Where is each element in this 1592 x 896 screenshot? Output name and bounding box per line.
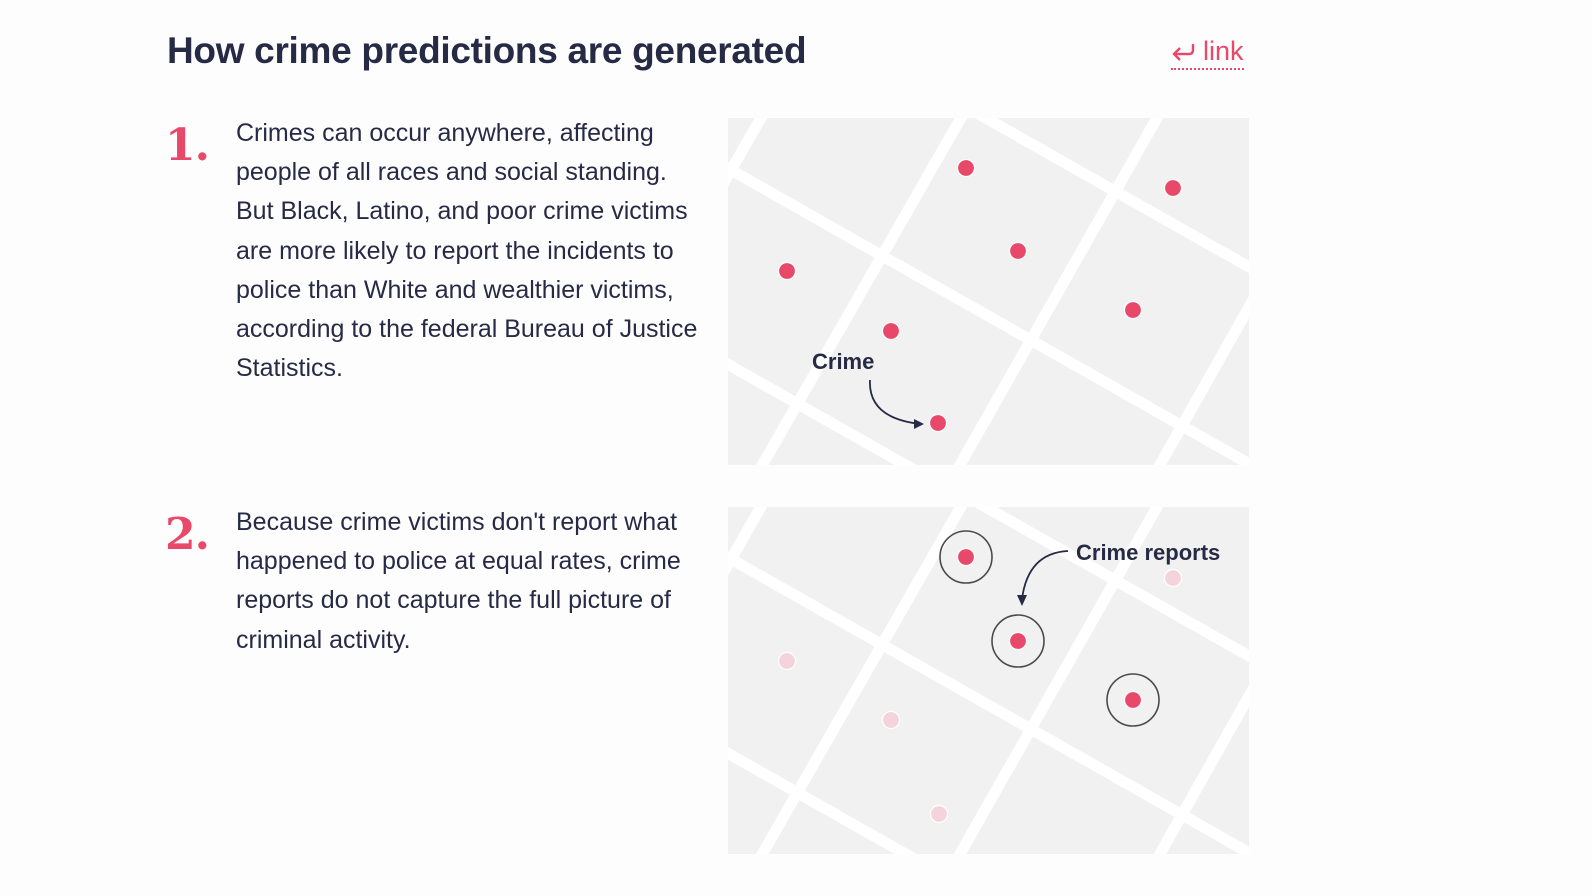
step-number: 1. <box>165 120 210 171</box>
crime-dot <box>1163 178 1183 198</box>
street-grid <box>728 118 1249 465</box>
crime-dot <box>881 321 901 341</box>
step-description: Crimes can occur anywhere, affecting peo… <box>236 119 698 383</box>
unreported-crime-dot <box>881 710 901 730</box>
crime-dot <box>956 547 976 567</box>
crime-dot <box>777 261 797 281</box>
unreported-crime-dot <box>777 651 797 671</box>
step-description: Because crime victims don't report what … <box>236 508 681 654</box>
crime-map-reports: Crime reports <box>728 507 1249 854</box>
crime-dot <box>1123 300 1143 320</box>
report-ring <box>991 614 1045 668</box>
return-arrow-icon <box>1172 43 1195 61</box>
crime-dot <box>928 413 948 433</box>
page-title: How crime predictions are generated <box>167 30 807 71</box>
crime-label: Crime <box>812 349 875 374</box>
crime-dot <box>1008 631 1028 651</box>
crime-dots <box>777 158 1183 433</box>
crime-dots <box>777 530 1183 824</box>
unreported-crime-dot <box>929 804 949 824</box>
crime-map-all: Crime <box>728 118 1249 465</box>
report-ring <box>1106 673 1160 727</box>
crime-dot <box>956 158 976 178</box>
step-number: 2. <box>165 509 210 560</box>
crime-dot <box>1123 690 1143 710</box>
crime-reports-label: Crime reports <box>1076 540 1221 565</box>
report-ring <box>939 530 993 584</box>
anchor-link[interactable]: link <box>1171 36 1244 70</box>
crime-dot <box>1008 241 1028 261</box>
unreported-crime-dot <box>1163 568 1183 588</box>
street-grid <box>728 507 1249 854</box>
link-label: link <box>1203 36 1244 66</box>
